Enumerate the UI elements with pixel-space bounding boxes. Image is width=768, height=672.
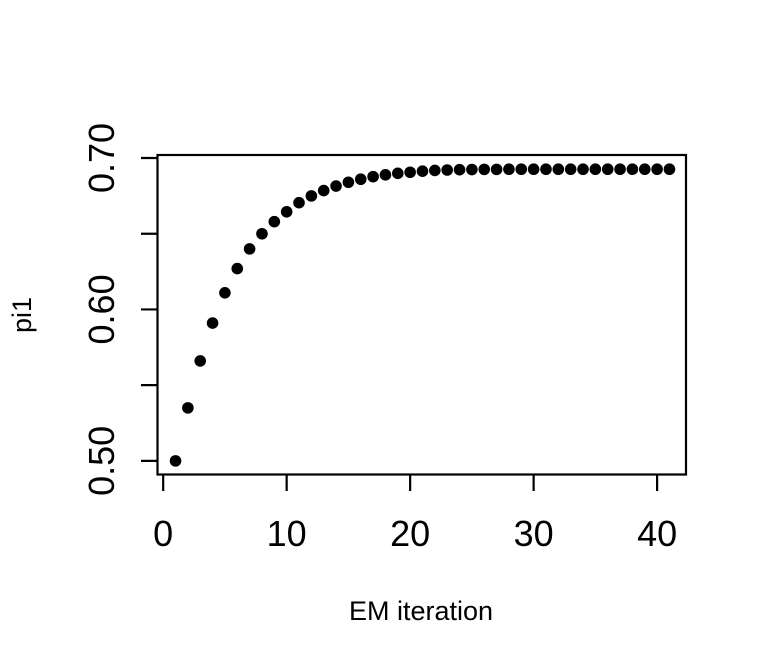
plot-box <box>156 153 688 476</box>
x-axis-label: EM iteration <box>349 596 493 626</box>
y-axis: 0.50 0.60 0.70 <box>81 123 158 496</box>
y-tick-label: 0.70 <box>81 123 122 193</box>
data-point <box>601 163 614 176</box>
data-point <box>490 163 503 176</box>
data-point <box>416 165 429 178</box>
data-point <box>614 163 626 176</box>
data-point <box>219 286 231 299</box>
data-point <box>478 163 491 176</box>
y-tick-label: 0.60 <box>81 274 122 344</box>
data-point <box>243 243 256 255</box>
data-point <box>589 163 602 176</box>
data-point <box>515 163 528 176</box>
data-point <box>194 355 207 367</box>
data-point <box>206 317 219 329</box>
data-point <box>256 227 268 240</box>
data-point <box>503 163 515 176</box>
data-point <box>441 164 453 176</box>
y-tick-label: 0.50 <box>81 426 122 496</box>
data-point <box>182 402 194 414</box>
data-point <box>466 163 478 176</box>
x-tick-label: 20 <box>390 513 430 554</box>
data-point <box>651 163 663 176</box>
data-point <box>367 170 379 183</box>
data-point <box>577 163 589 176</box>
data-point <box>342 176 355 189</box>
data-point <box>391 167 404 180</box>
data-point <box>169 455 182 467</box>
x-tick-label: 10 <box>267 513 307 554</box>
data-point <box>317 184 330 197</box>
data-point <box>231 262 244 275</box>
data-point <box>404 166 416 179</box>
data-point <box>280 205 293 218</box>
x-tick-label: 40 <box>637 513 677 554</box>
data-point <box>638 163 651 176</box>
x-axis: 0 10 20 30 40 <box>153 474 677 554</box>
data-point <box>540 163 552 176</box>
data-point <box>527 163 540 176</box>
plot-frame <box>156 153 688 476</box>
data-point <box>626 163 639 176</box>
y-axis-label: pi1 <box>7 297 37 333</box>
data-point <box>379 169 392 181</box>
data-point <box>305 190 318 202</box>
data-point <box>663 163 676 176</box>
data-point <box>354 173 367 186</box>
x-tick-label: 0 <box>153 513 173 554</box>
data-point <box>552 163 565 176</box>
data-point <box>293 196 305 209</box>
data-points <box>169 163 676 467</box>
data-point <box>268 215 281 228</box>
data-point <box>564 163 577 176</box>
data-point <box>453 163 466 176</box>
data-point <box>429 164 441 177</box>
x-tick-label: 30 <box>514 513 554 554</box>
data-point <box>330 180 342 192</box>
